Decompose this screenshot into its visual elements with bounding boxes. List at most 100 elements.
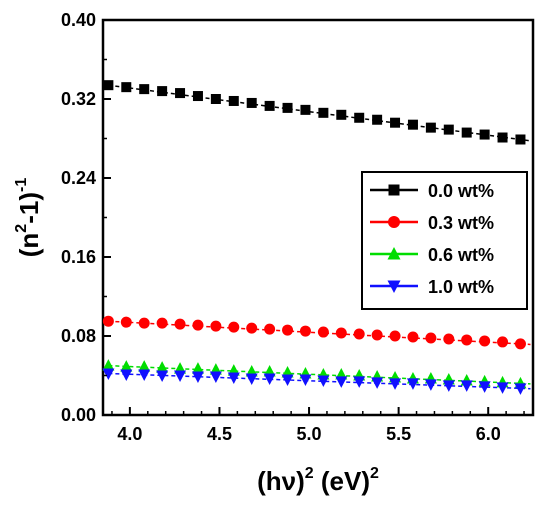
- legend-item: 1.0 wt%: [370, 277, 494, 297]
- y-axis-title-part: (n: [14, 233, 44, 258]
- data-point: [443, 333, 455, 345]
- data-point: [102, 368, 115, 381]
- data-point: [299, 325, 311, 337]
- x-tick-label: 4.5: [207, 424, 232, 444]
- data-point: [138, 369, 151, 382]
- y-tick-label: 0.08: [61, 326, 96, 346]
- data-point: [156, 370, 169, 382]
- data-point: [372, 114, 383, 125]
- data-point: [281, 374, 294, 386]
- data-point: [461, 127, 472, 138]
- legend-item: 0.6 wt%: [370, 245, 494, 265]
- data-point: [299, 374, 312, 386]
- legend-marker: [388, 216, 400, 228]
- x-tick-label: 6.0: [476, 424, 501, 444]
- data-point: [300, 104, 311, 115]
- data-point: [282, 324, 294, 336]
- y-axis-title-sup: 2: [13, 224, 30, 233]
- data-point: [138, 360, 151, 372]
- y-tick-label: 0.16: [61, 247, 96, 267]
- series-circle: [102, 315, 531, 350]
- data-point: [354, 112, 365, 123]
- data-point: [264, 323, 276, 335]
- data-point: [156, 361, 169, 373]
- data-point: [496, 382, 509, 394]
- y-axis-title: (n2-1)-1: [13, 178, 44, 258]
- data-point: [120, 316, 132, 328]
- data-point: [120, 360, 133, 372]
- data-point: [515, 134, 526, 145]
- data-point: [425, 332, 437, 344]
- data-point: [336, 109, 347, 120]
- data-point: [156, 317, 168, 329]
- x-axis-title-sup: 2: [305, 465, 314, 482]
- legend-label: 0.0 wt%: [428, 181, 494, 201]
- data-point: [191, 371, 204, 383]
- data-point: [317, 326, 329, 338]
- legend-item: 0.0 wt%: [370, 181, 494, 201]
- data-point: [335, 327, 347, 339]
- legend-marker: [387, 247, 401, 260]
- x-tick-label: 5.5: [386, 424, 411, 444]
- data-point: [443, 124, 454, 135]
- x-tick-label: 4.0: [117, 424, 142, 444]
- data-point: [353, 376, 366, 388]
- data-point: [263, 373, 276, 385]
- data-point: [479, 335, 491, 347]
- data-point: [389, 378, 402, 390]
- data-point: [407, 331, 419, 343]
- x-tick-label: 5.0: [297, 424, 322, 444]
- data-point: [424, 379, 437, 391]
- y-axis-title-part: -1): [14, 192, 44, 224]
- data-point: [121, 82, 132, 93]
- data-point: [102, 359, 115, 371]
- data-point: [264, 100, 275, 111]
- x-axis-title-part: (eV): [314, 466, 370, 496]
- y-axis-title-sup: -1: [13, 178, 30, 192]
- data-point: [246, 97, 257, 108]
- legend-marker: [387, 280, 401, 293]
- data-point: [210, 94, 221, 104]
- data-point: [210, 320, 222, 332]
- x-axis-title-sup: 2: [370, 465, 379, 482]
- ticks-layer: 4.0 4.5 5.0 5.5 6.0 0.00 0.08 0.16 0.24 0.32 0.40: [61, 10, 525, 444]
- data-point: [103, 80, 114, 91]
- series-square: [103, 80, 531, 145]
- x-axis-title-part: (hν): [257, 466, 305, 496]
- data-point: [514, 338, 526, 350]
- data-point: [102, 315, 114, 327]
- data-point: [157, 86, 168, 97]
- data-point: [479, 129, 490, 140]
- x-axis-title: (hν)2 (eV)2: [257, 465, 379, 496]
- legend: 0.0 wt% 0.3 wt% 0.6 wt% 1.0 wt%: [361, 171, 528, 310]
- data-point: [227, 372, 240, 384]
- data-point: [497, 336, 509, 348]
- legend-marker: [388, 184, 400, 196]
- legend-label: 0.3 wt%: [428, 213, 494, 233]
- data-point: [192, 319, 204, 331]
- data-point: [353, 328, 365, 340]
- data-point: [317, 375, 330, 387]
- data-point: [389, 330, 401, 342]
- data-point: [282, 102, 293, 113]
- y-tick-label: 0.00: [61, 405, 96, 425]
- data-point: [514, 383, 527, 395]
- legend-label: 1.0 wt%: [428, 277, 494, 297]
- y-tick-label: 0.40: [61, 10, 96, 30]
- data-point: [245, 373, 258, 385]
- data-point: [442, 380, 455, 392]
- data-point: [371, 329, 383, 341]
- legend-label: 0.6 wt%: [428, 245, 494, 265]
- data-point: [460, 380, 473, 392]
- y-tick-label: 0.32: [61, 89, 96, 109]
- data-point: [209, 371, 222, 383]
- y-tick-label: 0.24: [61, 168, 96, 188]
- data-point: [318, 107, 329, 118]
- data-point: [191, 362, 204, 374]
- data-point: [192, 91, 203, 102]
- data-point: [175, 88, 186, 99]
- data-point: [425, 122, 436, 133]
- data-point: [461, 334, 473, 346]
- data-point: [120, 369, 133, 382]
